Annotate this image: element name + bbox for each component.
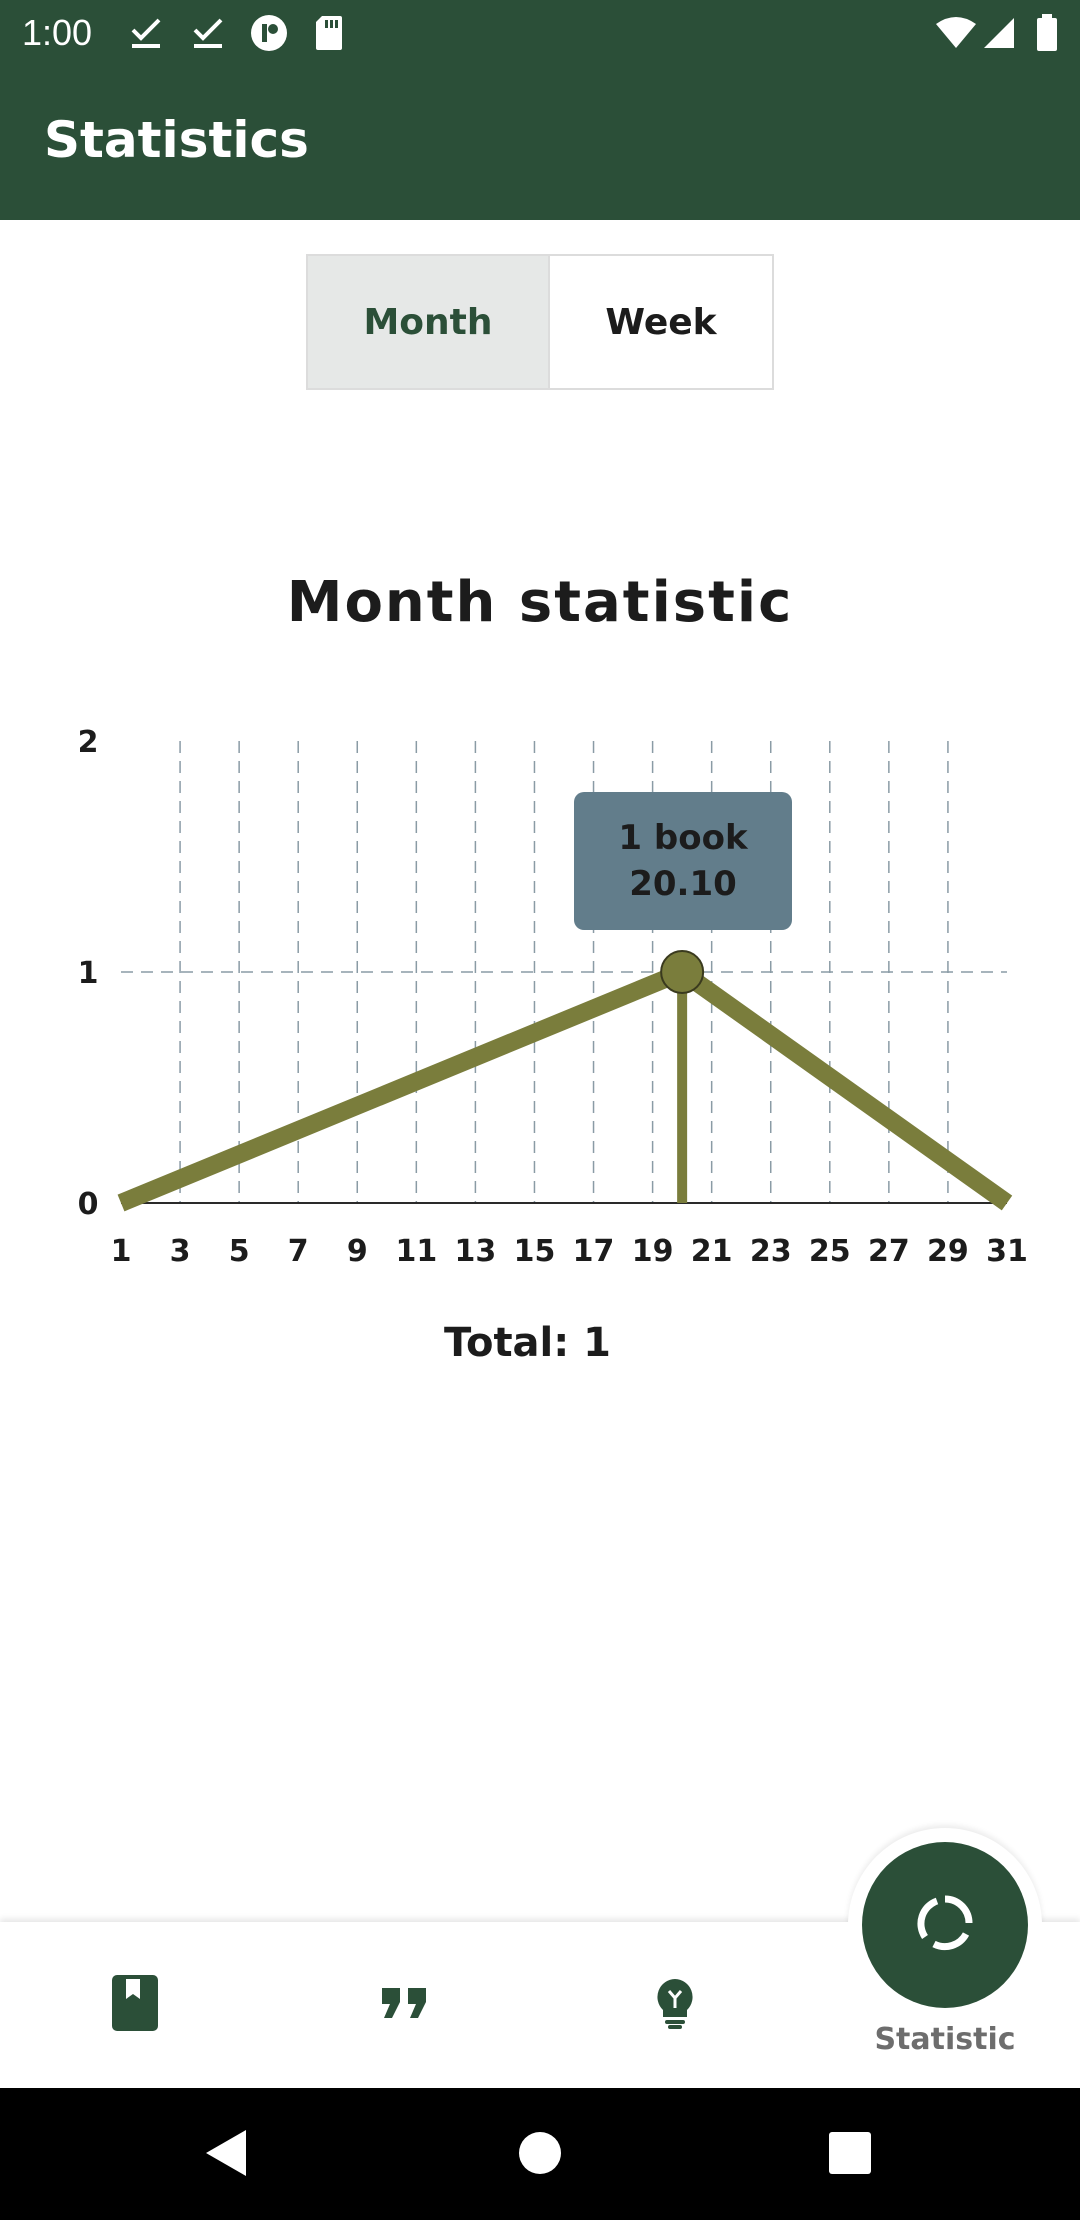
battery-icon — [1036, 14, 1058, 56]
x-tick-label: 19 — [632, 1234, 674, 1269]
lightbulb-icon — [655, 1977, 695, 2033]
x-tick-label: 3 — [170, 1234, 191, 1269]
x-tick-label: 17 — [573, 1234, 615, 1269]
nav-books[interactable] — [54, 1922, 216, 2088]
sd-card-icon — [314, 14, 344, 56]
x-tick-label: 31 — [986, 1234, 1028, 1269]
check-icon — [192, 14, 224, 54]
recents-icon[interactable] — [828, 2131, 872, 2179]
record-icon — [250, 14, 288, 56]
period-toggle: Month Week — [306, 254, 774, 390]
check-icon — [130, 14, 162, 54]
total-label: Total: 1 — [443, 1320, 612, 1366]
page-title: Statistics — [44, 111, 309, 169]
x-tick-label: 9 — [347, 1234, 368, 1269]
x-tick-label: 29 — [927, 1234, 969, 1269]
x-tick-label: 7 — [288, 1234, 309, 1269]
y-tick-label: 0 — [78, 1187, 99, 1222]
x-tick-label: 25 — [809, 1234, 851, 1269]
y-tick-label: 1 — [78, 956, 99, 991]
nav-statistic[interactable] — [862, 1842, 1028, 2008]
quote-icon — [380, 1986, 430, 2024]
tooltip-date: 20.10 — [629, 864, 737, 904]
x-tick-label: 11 — [395, 1234, 437, 1269]
series-line — [117, 961, 1013, 1212]
back-icon[interactable] — [204, 2128, 248, 2182]
x-tick-label: 1 — [111, 1234, 132, 1269]
month-tab[interactable]: Month — [308, 256, 550, 388]
chart-title: Month statistic — [286, 570, 794, 635]
x-tick-label: 27 — [868, 1234, 910, 1269]
x-tick-label: 15 — [514, 1234, 556, 1269]
week-tab[interactable]: Week — [550, 256, 772, 388]
x-tick-label: 13 — [455, 1234, 497, 1269]
x-tick-label: 23 — [750, 1234, 792, 1269]
book-icon — [112, 1975, 158, 2035]
status-time: 1:00 — [22, 12, 93, 53]
app-bar: Statistics — [0, 66, 1080, 220]
nav-ideas[interactable] — [594, 1922, 756, 2088]
x-tick-label: 5 — [229, 1234, 250, 1269]
data-point — [660, 950, 705, 994]
tooltip-count: 1 book — [618, 818, 748, 858]
chart-tooltip: 1 book 20.10 — [574, 792, 792, 930]
wifi-icon — [934, 16, 978, 54]
system-nav-bar — [0, 2088, 1080, 2220]
home-icon[interactable] — [518, 2128, 562, 2182]
nav-statistic-label: Statistic — [874, 2022, 1016, 2057]
y-tick-label: 2 — [78, 725, 99, 760]
nav-quotes[interactable] — [324, 1922, 486, 2088]
statistic-icon — [915, 1893, 975, 1957]
x-tick-label: 21 — [691, 1234, 733, 1269]
status-bar: 1:00 — [0, 0, 1080, 66]
signal-icon — [982, 16, 1016, 54]
